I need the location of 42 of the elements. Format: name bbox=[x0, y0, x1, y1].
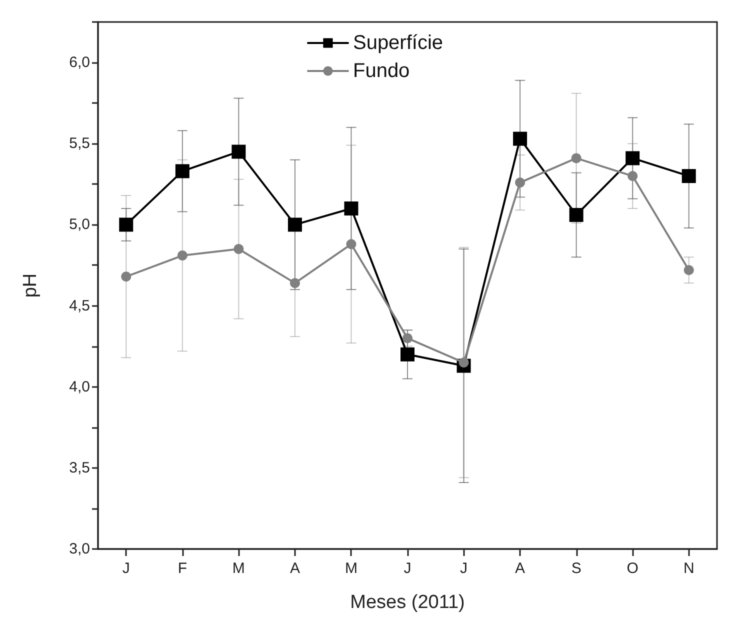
point bbox=[177, 250, 188, 260]
point bbox=[344, 201, 358, 216]
point bbox=[288, 218, 302, 232]
point bbox=[290, 278, 300, 288]
x-tick-label: J bbox=[404, 560, 412, 577]
x-tick-label: O bbox=[626, 560, 638, 577]
x-tick-label: F bbox=[178, 560, 187, 577]
y-tick-label: 3,5 bbox=[69, 459, 90, 476]
y-tick-label: 5,0 bbox=[69, 216, 90, 234]
y-tick-label: 3,0 bbox=[69, 540, 90, 558]
y-tick-label: 5,5 bbox=[69, 135, 90, 152]
x-tick-label: S bbox=[571, 560, 582, 577]
x-tick-label: M bbox=[232, 560, 245, 577]
x-tick-label: J bbox=[122, 560, 130, 577]
point bbox=[682, 169, 696, 184]
point bbox=[402, 333, 412, 344]
point bbox=[400, 347, 414, 362]
point bbox=[571, 153, 582, 164]
point bbox=[628, 171, 638, 182]
point bbox=[119, 218, 134, 232]
point bbox=[232, 144, 246, 159]
point bbox=[515, 178, 526, 188]
legend-label: Fundo bbox=[352, 60, 410, 82]
point bbox=[234, 244, 244, 254]
point bbox=[626, 151, 640, 166]
y-axis-title: pH bbox=[20, 273, 41, 298]
point bbox=[569, 208, 584, 222]
x-tick-label: J bbox=[460, 560, 468, 577]
point bbox=[684, 265, 694, 276]
point bbox=[175, 164, 190, 178]
legend-label: Superfície bbox=[352, 32, 444, 54]
y-tick-label: 6,0 bbox=[69, 54, 90, 72]
x-tick-label: A bbox=[515, 560, 526, 577]
y-tick-label: 4,0 bbox=[69, 378, 90, 396]
y-tick-label: 4,5 bbox=[69, 297, 90, 314]
x-tick-label: N bbox=[683, 560, 694, 577]
point bbox=[513, 132, 528, 146]
x-axis-title: Meses (2011) bbox=[350, 592, 465, 613]
point bbox=[346, 239, 356, 250]
x-tick-label: A bbox=[290, 560, 300, 577]
point bbox=[121, 272, 132, 282]
x-tick-label: M bbox=[344, 560, 358, 577]
